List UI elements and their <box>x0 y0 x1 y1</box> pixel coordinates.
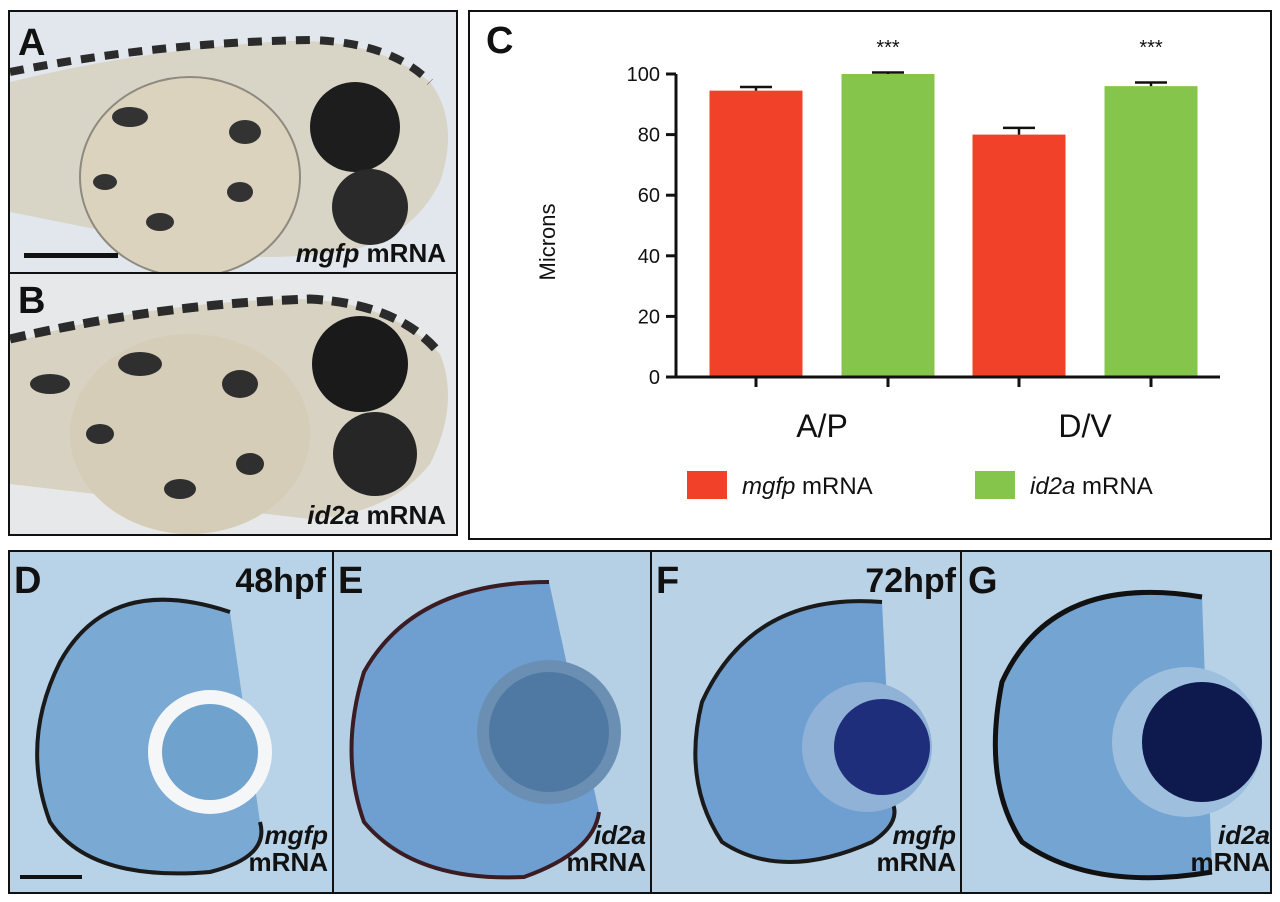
panel-b-letter: B <box>18 280 46 322</box>
panel-a-caption: mgfp mRNA <box>295 238 446 268</box>
panel-b-caption-gene: id2a <box>307 500 360 530</box>
bar-chart: Microns 0 20 40 60 80 100 *** *** A/P D/V mgfp … <box>535 37 1220 500</box>
panel-g-letter: G <box>968 560 998 602</box>
panel-b-fish-image: B id2a mRNA <box>8 272 458 536</box>
eye-section-f-illustration <box>693 599 932 864</box>
panel-g-caption-gene: id2a <box>1217 820 1270 850</box>
panel-g-caption: id2a mRNA <box>1190 820 1270 878</box>
panel-a-caption-gene: mgfp <box>295 238 360 268</box>
panel-a-caption-mrna: mRNA <box>359 238 446 268</box>
bar-DV-series1 <box>1104 86 1198 378</box>
panel-b-caption-mrna: mRNA <box>359 500 446 530</box>
panel-e-caption-gene: id2a <box>593 820 646 850</box>
panel-f-caption: mgfp mRNA <box>876 820 956 878</box>
panel-d-caption-mrna: mRNA <box>248 847 328 878</box>
panel-g-caption-mrna: mRNA <box>1190 847 1270 878</box>
panel-f-caption-gene: mgfp <box>892 820 956 850</box>
y-tick-label: 0 <box>649 367 660 389</box>
significance-marker: *** <box>1139 37 1163 59</box>
significance-marker: *** <box>876 37 900 59</box>
panel-a-fish-image: A mgfp mRNA <box>8 10 458 274</box>
y-tick-label: 80 <box>638 125 660 147</box>
panel-g-section-image: G id2a mRNA <box>960 552 1270 892</box>
panel-d-letter: D <box>14 560 42 602</box>
panel-c-chart: C Microns 0 20 40 60 80 100 *** *** A/P D/V mgf… <box>468 10 1272 540</box>
panel-d-scale-bar <box>20 875 82 879</box>
fish-mgfp-illustration <box>10 35 448 272</box>
panel-f-stage: 72hpf <box>865 562 956 600</box>
panel-d-stage: 48hpf <box>235 562 326 600</box>
panel-e-letter: E <box>338 560 364 602</box>
legend-label-series0: mgfp mRNA <box>742 473 873 500</box>
x-axis: A/P D/V <box>676 375 1220 444</box>
bars-group: *** *** <box>709 37 1198 378</box>
eye-section-g-illustration <box>992 589 1262 881</box>
legend-swatch-series0 <box>687 471 727 499</box>
bar-AP-series1 <box>841 74 935 377</box>
panel-e-caption-mrna: mRNA <box>566 847 646 878</box>
panel-e-section-image: E id2a mRNA <box>332 552 652 892</box>
panel-c-letter: C <box>486 20 514 62</box>
panel-d-caption: mgfp mRNA <box>248 820 328 878</box>
panel-a-letter: A <box>18 22 46 64</box>
panel-d-caption-gene: mgfp <box>264 820 328 850</box>
legend-label-series1: id2a mRNA <box>1030 473 1153 500</box>
y-tick-label: 60 <box>638 185 660 207</box>
bar-DV-series0 <box>972 134 1066 377</box>
panel-dg-sections-strip: D 48hpf mgfp mRNA E id2a mRNA F 72hpf mg… <box>8 550 1272 894</box>
bar-AP-series0 <box>709 90 803 377</box>
y-tick-label: 20 <box>638 306 660 328</box>
panel-f-letter: F <box>656 560 680 602</box>
panel-d-section-image: D 48hpf mgfp mRNA <box>10 552 332 892</box>
chart-legend: mgfp mRNA id2a mRNA <box>687 471 1153 500</box>
y-tick-label: 40 <box>638 246 660 268</box>
y-axis: 0 20 40 60 80 100 <box>627 64 678 389</box>
y-axis-label: Microns <box>535 203 560 280</box>
x-category-label: A/P <box>796 408 848 444</box>
y-tick-label: 100 <box>627 64 660 86</box>
panel-e-caption: id2a mRNA <box>566 820 646 878</box>
x-category-label: D/V <box>1058 408 1112 444</box>
fish-id2a-illustration <box>10 294 448 534</box>
panel-f-section-image: F 72hpf mgfp mRNA <box>650 552 962 892</box>
panel-b-caption: id2a mRNA <box>307 500 446 530</box>
eye-section-e-illustration <box>349 580 621 880</box>
panel-f-caption-mrna: mRNA <box>876 847 956 878</box>
legend-swatch-series1 <box>975 471 1015 499</box>
panel-a-scale-bar <box>24 253 118 258</box>
eye-section-d-illustration <box>35 597 272 876</box>
